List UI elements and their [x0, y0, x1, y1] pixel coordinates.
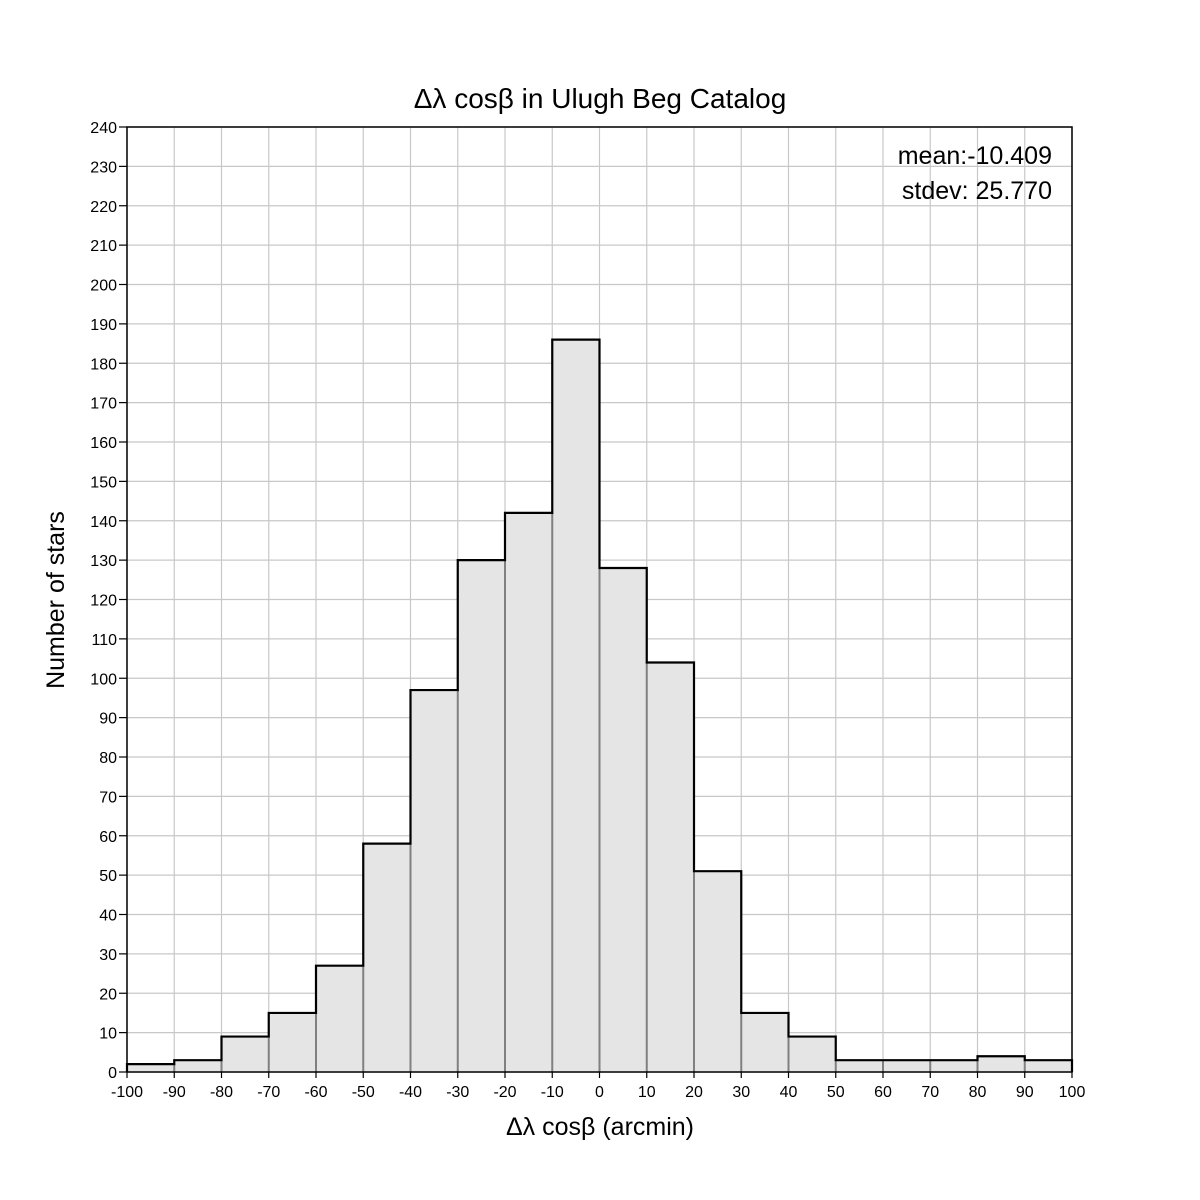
x-tick-label: 0 [595, 1084, 604, 1101]
y-tick-label: 140 [90, 514, 117, 531]
histogram-bar [883, 1060, 931, 1072]
y-tick-label: 220 [90, 199, 117, 216]
x-axis-label: Δλ cosβ (arcmin) [506, 1113, 694, 1141]
histogram-bar [457, 560, 505, 1072]
x-tick-label: 100 [1059, 1084, 1086, 1101]
y-tick-label: 160 [90, 435, 117, 452]
y-tick-label: 200 [90, 278, 117, 295]
x-tick-label: 50 [827, 1084, 845, 1101]
y-tick-label: 20 [99, 986, 117, 1003]
y-tick-label: 150 [90, 474, 117, 491]
histogram-bar [788, 1036, 836, 1072]
y-tick-label: 230 [90, 159, 117, 176]
x-tick-label: 20 [685, 1084, 703, 1101]
y-tick-label: 30 [99, 947, 117, 964]
histogram-bar [505, 512, 553, 1072]
y-tick-label: 110 [91, 632, 117, 649]
mean-annotation: mean:-10.409 [898, 142, 1052, 170]
histogram-bar [741, 1012, 789, 1072]
histogram-bar [363, 843, 411, 1072]
histogram-bar [835, 1060, 883, 1072]
y-tick-label: 80 [99, 750, 117, 767]
y-axis-label: Number of stars [42, 511, 70, 689]
histogram-bar [1024, 1060, 1072, 1072]
histogram-bar [977, 1056, 1025, 1072]
histogram-bar [316, 965, 364, 1072]
x-tick-label: 90 [1016, 1084, 1034, 1101]
x-tick-label: -20 [493, 1084, 516, 1101]
x-tick-label: 40 [780, 1084, 798, 1101]
histogram-bar [599, 568, 647, 1072]
y-tick-label: 90 [99, 711, 117, 728]
x-tick-label: 10 [638, 1084, 656, 1101]
y-tick-label: 120 [90, 593, 117, 610]
y-tick-label: 190 [90, 317, 117, 334]
y-tick-label: 240 [90, 120, 117, 137]
x-tick-label: -90 [163, 1084, 186, 1101]
x-tick-label: -10 [541, 1084, 564, 1101]
histogram-bar [221, 1036, 269, 1072]
histogram-bar [646, 662, 694, 1072]
x-tick-label: 60 [874, 1084, 892, 1101]
stdev-annotation: stdev: 25.770 [902, 177, 1052, 205]
y-tick-label: 210 [90, 238, 117, 255]
y-tick-label: 130 [90, 553, 117, 570]
x-tick-label: -80 [210, 1084, 233, 1101]
histogram-bar [694, 871, 742, 1072]
bars [127, 339, 1072, 1072]
y-tick-label: 10 [99, 1026, 117, 1043]
histogram-bar [268, 1012, 316, 1072]
x-tick-label: 80 [969, 1084, 987, 1101]
x-tick-label: 70 [921, 1084, 939, 1101]
y-axis-ticks: 0 10 20 30 40 50 60 70 80 90 100 110 120 130 140 150 160… [90, 120, 127, 1082]
histogram-bar [174, 1060, 222, 1072]
y-tick-label: 70 [99, 789, 117, 806]
histogram-outline [125, 338, 1074, 1072]
x-tick-label: -60 [304, 1084, 327, 1101]
y-tick-label: 40 [99, 908, 117, 925]
x-tick-label: 30 [732, 1084, 750, 1101]
y-tick-label: 100 [90, 671, 117, 688]
y-tick-label: 180 [90, 356, 117, 373]
histogram-bar [930, 1060, 978, 1072]
x-axis-ticks: -100 -90 -80 -70 -60 -50 -40 -30 -20 -10 0 10 20 30 40… [111, 1072, 1085, 1101]
x-tick-label: -100 [111, 1084, 143, 1101]
y-tick-label: 60 [99, 829, 117, 846]
y-tick-label: 50 [99, 868, 117, 885]
histogram-bar [552, 339, 600, 1072]
x-tick-label: -50 [352, 1084, 375, 1101]
x-tick-label: -70 [257, 1084, 280, 1101]
y-tick-label: 0 [108, 1065, 117, 1082]
histogram-step-outline [125, 338, 1074, 1072]
y-tick-label: 170 [90, 396, 117, 413]
histogram-bar [127, 1064, 175, 1072]
histogram-bar [410, 690, 458, 1072]
x-tick-label: -40 [399, 1084, 422, 1101]
x-tick-label: -30 [446, 1084, 469, 1101]
chart-title: Δλ cosβ in Ulugh Beg Catalog [414, 83, 787, 114]
